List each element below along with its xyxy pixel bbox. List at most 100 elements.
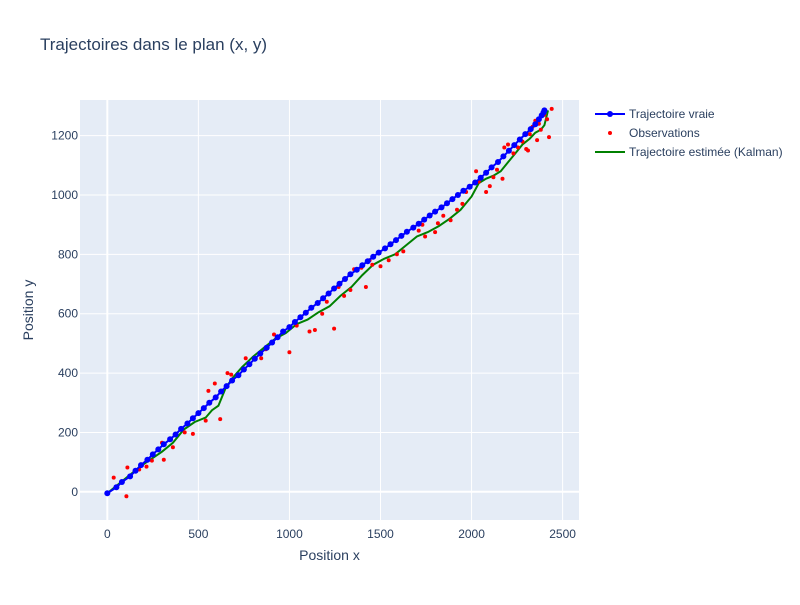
legend-item[interactable]: Trajectoire estimée (Kalman): [595, 145, 783, 159]
plot-area: [104, 106, 554, 499]
data-point: [269, 339, 276, 346]
data-point: [394, 252, 399, 257]
data-point: [516, 136, 523, 143]
data-point: [410, 224, 417, 231]
data-point: [212, 381, 217, 386]
data-point: [500, 176, 505, 181]
data-point: [184, 420, 191, 427]
data-point: [386, 258, 391, 263]
legend-item[interactable]: Trajectoire vraie: [595, 107, 715, 121]
data-point: [342, 293, 347, 298]
data-point: [336, 280, 343, 287]
data-point: [167, 436, 174, 443]
data-point: [495, 159, 501, 165]
y-axis-title: Position y: [20, 280, 36, 341]
data-point: [124, 494, 129, 499]
data-point: [178, 425, 185, 432]
data-point: [438, 204, 445, 211]
data-point: [426, 212, 433, 219]
data-point: [488, 164, 495, 171]
data-point: [342, 276, 348, 282]
data-point: [491, 175, 496, 180]
data-point: [118, 479, 125, 485]
data-point: [477, 174, 484, 181]
data-point: [312, 328, 317, 332]
legend: Trajectoire vraie Observations Trajectoire…: [595, 107, 783, 159]
data-point: [444, 200, 450, 207]
data-point: [189, 415, 196, 422]
data-point: [190, 431, 195, 436]
data-point: [291, 319, 298, 325]
data-point: [455, 207, 459, 212]
data-point: [320, 311, 325, 316]
data-point: [511, 151, 516, 156]
series-line: [106, 110, 549, 495]
data-point: [324, 299, 329, 304]
x-axis-title: Position x: [299, 547, 360, 563]
data-point: [144, 456, 151, 463]
data-point: [506, 142, 510, 147]
data-point: [421, 216, 428, 223]
data-point: [332, 326, 337, 331]
legend-label: Trajectoire vraie: [629, 107, 715, 121]
data-point: [200, 405, 207, 412]
data-point: [393, 237, 399, 244]
data-point: [526, 148, 530, 153]
data-point: [235, 372, 242, 379]
data-point: [460, 201, 465, 206]
data-point: [505, 147, 512, 154]
data-point: [375, 249, 382, 256]
x-tick-label: 500: [188, 527, 208, 541]
y-tick-label: 1200: [51, 129, 78, 143]
data-point: [353, 266, 360, 273]
data-point: [331, 285, 338, 292]
series-2: [106, 110, 549, 495]
legend-label: Trajectoire estimée (Kalman): [629, 145, 783, 159]
data-point: [347, 271, 354, 278]
data-point: [259, 356, 264, 361]
data-point: [364, 258, 371, 265]
data-point: [370, 253, 377, 260]
data-point: [246, 361, 253, 368]
legend-item[interactable]: Observations: [608, 126, 700, 140]
data-point: [541, 107, 548, 114]
data-point: [132, 467, 139, 474]
data-point: [161, 457, 166, 462]
chart-title: Trajectoires dans le plan (x, y): [40, 35, 267, 54]
data-point: [127, 473, 134, 480]
data-point: [415, 220, 422, 227]
data-point: [483, 169, 490, 176]
data-point: [272, 332, 276, 337]
data-point: [516, 145, 520, 150]
data-point: [423, 234, 428, 239]
y-tick-label: 1000: [51, 188, 78, 202]
data-point: [549, 106, 554, 111]
data-point: [243, 356, 248, 361]
y-tick-label: 0: [71, 485, 78, 499]
x-tick-label: 2000: [458, 527, 485, 541]
data-point: [218, 417, 223, 422]
data-point: [182, 430, 187, 435]
data-point: [348, 288, 353, 292]
data-point: [378, 264, 383, 269]
data-point: [511, 142, 518, 149]
data-point: [240, 366, 247, 373]
data-point: [484, 190, 489, 194]
data-point: [363, 285, 368, 289]
data-point: [460, 187, 467, 194]
data-point: [111, 475, 116, 480]
data-point: [320, 295, 327, 302]
data-point: [435, 221, 440, 226]
data-point: [398, 232, 405, 239]
data-point: [113, 484, 120, 491]
data-point: [416, 228, 421, 233]
data-point: [206, 388, 211, 393]
data-point: [370, 262, 375, 267]
data-point: [223, 383, 230, 390]
data-point: [218, 388, 225, 395]
series-0: [104, 107, 548, 497]
data-point: [538, 127, 543, 132]
data-point: [195, 410, 202, 417]
data-point: [387, 241, 394, 248]
y-tick-label: 600: [58, 307, 78, 321]
